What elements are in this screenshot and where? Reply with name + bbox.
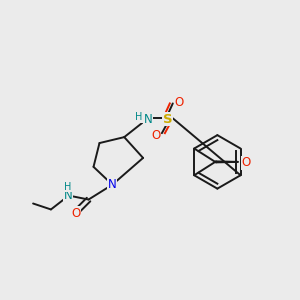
Text: N: N (144, 113, 152, 126)
Text: O: O (174, 96, 183, 109)
Text: N: N (63, 189, 72, 202)
Text: S: S (163, 113, 172, 126)
Text: O: O (151, 129, 160, 142)
Text: N: N (108, 178, 117, 191)
Text: O: O (71, 207, 80, 220)
Text: H: H (135, 112, 143, 122)
Text: H: H (64, 182, 71, 192)
Text: O: O (241, 156, 250, 170)
